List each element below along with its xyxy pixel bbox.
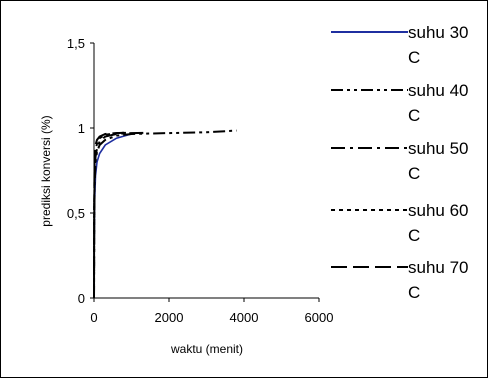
y-tick-label: 0 [78,291,85,306]
legend-label-2-line2: C [408,164,420,183]
legend-label-1-line2: C [408,106,420,125]
legend-label-0-line2: C [408,48,420,67]
x-tick-label: 6000 [305,310,334,325]
legend-label-0-line1: suhu 30 [408,23,469,42]
y-axis-label: prediksi konversi (%) [39,115,53,226]
x-tick-label: 2000 [155,310,184,325]
y-tick-label: 1,5 [67,36,85,51]
y-tick-label: 0,5 [67,206,85,221]
series-line-2 [93,131,147,299]
series-line-0 [93,133,132,299]
legend-label-1-line1: suhu 40 [408,81,469,100]
legend-label-4-line1: suhu 70 [408,258,469,277]
legend-label-3-line2: C [408,226,420,245]
legend-label-4-line2: C [408,283,420,302]
series-line-1 [93,129,237,299]
legend: suhu 30 C suhu 40 C suhu 50 C suhu 60 C … [331,23,469,302]
x-tick-label: 4000 [230,310,259,325]
legend-label-3-line1: suhu 60 [408,201,469,220]
series-line-4 [93,131,125,299]
legend-label-2-line1: suhu 50 [408,139,469,158]
x-tick-label: 0 [90,310,97,325]
x-axis-label: waktu (menit) [170,342,243,356]
y-tick-label: 1 [78,121,85,136]
